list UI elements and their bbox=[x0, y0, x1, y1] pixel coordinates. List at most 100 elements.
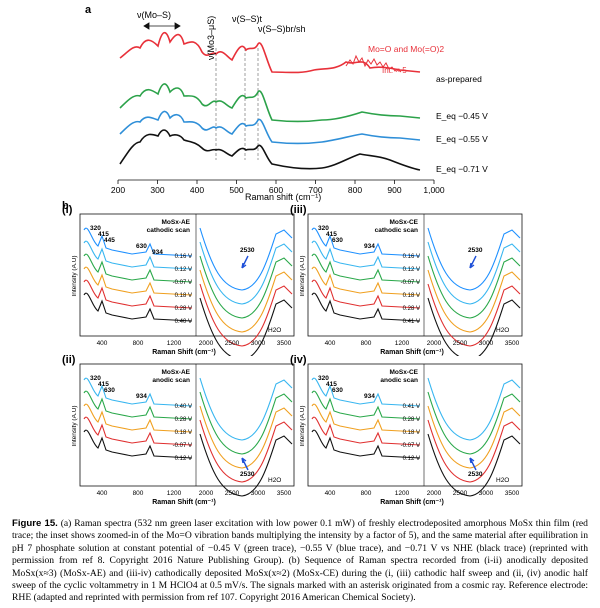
spectrum-left bbox=[311, 266, 421, 296]
potential-label: 0.28 V bbox=[403, 417, 420, 423]
trace-eq-055 bbox=[119, 110, 421, 145]
peak-label-s-s-t: ν(S–S)t bbox=[232, 14, 263, 24]
tick-label-right: 2500 bbox=[225, 340, 240, 347]
subpanel-subtitle: cathodic scan bbox=[375, 227, 418, 234]
trace-label-as-prepared: as-prepared bbox=[436, 74, 482, 84]
trace-eq-045 bbox=[119, 83, 421, 123]
subpanel-ylabel: Intensity (A.U) bbox=[72, 405, 78, 446]
subpanel-subtitle: anodic scan bbox=[380, 377, 418, 384]
subpanel-plot: 0.16 V 0.12 V -0.07 V 0.18 V 0.28 V 0.41 V 320… bbox=[299, 213, 523, 361]
subpanel-2: 0.40 V 0.28 V 0.18 V -0.07 V 0.12 V 320 415 630… bbox=[62, 354, 297, 506]
trace-label-071: E_eq −0.71 V bbox=[436, 164, 488, 174]
inset-label: Mo=O and Mo(=O)2 bbox=[368, 44, 445, 54]
potential-label: -0.07 V bbox=[173, 443, 192, 449]
potential-label: 0.16 V bbox=[175, 254, 192, 260]
spectrum-left bbox=[311, 240, 421, 270]
peak-label-mo-s: ν(Mo–S) bbox=[137, 10, 172, 20]
tick-label-right: 2500 bbox=[453, 340, 468, 347]
potential-label: 0.41 V bbox=[403, 404, 420, 410]
tick-label-left: 1200 bbox=[395, 340, 410, 347]
subpanel-title: MoSx-CE bbox=[389, 219, 418, 226]
peak-label: 320 bbox=[318, 375, 329, 382]
tick-label-right: 3000 bbox=[479, 490, 494, 497]
spectrum-right bbox=[427, 391, 521, 455]
tick-label-right: 3500 bbox=[505, 340, 520, 347]
subpanel-plot: 0.40 V 0.28 V 0.18 V -0.07 V 0.12 V 320415630… bbox=[71, 363, 295, 506]
potential-label: 0.12 V bbox=[403, 267, 420, 273]
peak-arrow-icon bbox=[469, 255, 477, 269]
panel-a-tick-label: 200 bbox=[111, 185, 125, 195]
tick-label-right: 2000 bbox=[427, 490, 442, 497]
potential-label: 0.28 V bbox=[175, 417, 192, 423]
panel-a-xlabel: Raman shift (cm⁻¹) bbox=[245, 192, 322, 202]
subpanel-id: (i) bbox=[62, 204, 73, 216]
spectrum-left bbox=[83, 279, 193, 309]
potential-label: -0.07 V bbox=[173, 280, 192, 286]
inset-trace bbox=[345, 54, 402, 73]
trace-label-055: E_eq −0.55 V bbox=[436, 134, 488, 144]
tick-label-right: 3000 bbox=[251, 340, 266, 347]
subpanel-xlabel: Raman Shift (cm⁻¹) bbox=[152, 499, 216, 506]
spectrum-left bbox=[83, 403, 193, 433]
subpanel-plot: 0.41 V 0.28 V 0.18 V -0.07 V 0.12 V 320415630… bbox=[299, 363, 523, 506]
spectrum-left bbox=[83, 253, 193, 283]
potential-label: 0.18 V bbox=[175, 293, 192, 299]
figure-letter-a: a bbox=[85, 4, 92, 16]
spectrum-right bbox=[199, 419, 293, 483]
peak-label: 415 bbox=[326, 231, 337, 238]
tick-label-left: 800 bbox=[361, 490, 372, 497]
spectrum-left bbox=[83, 292, 193, 322]
h2o-label: H2O bbox=[496, 477, 509, 484]
subpanel-3: 0.41 V 0.28 V 0.18 V -0.07 V 0.12 V 320 415 630… bbox=[290, 354, 525, 506]
tick-label-right: 3000 bbox=[251, 490, 266, 497]
potential-label: 0.18 V bbox=[403, 430, 420, 436]
spectrum-right bbox=[427, 419, 521, 483]
tick-label-right: 3500 bbox=[277, 340, 292, 347]
subpanel-1: 0.16 V 0.12 V -0.07 V 0.18 V 0.28 V 0.41 V 320… bbox=[290, 204, 525, 361]
peak-label: 415 bbox=[326, 381, 337, 388]
peak-arrow-icon bbox=[241, 255, 249, 269]
peak-label: 934 bbox=[364, 393, 375, 400]
figure-caption: Figure 15. (a) Raman spectra (532 nm gre… bbox=[12, 518, 588, 605]
subpanel-title: MoSx-AE bbox=[161, 219, 190, 226]
spectrum-left bbox=[83, 240, 193, 270]
peak-label: 630 bbox=[104, 387, 115, 394]
potential-label: 0.41 V bbox=[403, 319, 420, 325]
subpanel-title: MoSx-CE bbox=[389, 369, 418, 376]
potential-label: 0.28 V bbox=[403, 306, 420, 312]
tick-label-left: 400 bbox=[325, 340, 336, 347]
spectrum-left bbox=[311, 227, 421, 257]
subpanel-plot: 0.16 V 0.12 V -0.07 V 0.18 V 0.28 V 0.40 V 320… bbox=[71, 213, 295, 361]
potential-label: 0.12 V bbox=[175, 267, 192, 273]
peak-guide-lines bbox=[215, 48, 259, 160]
tick-label-left: 800 bbox=[133, 340, 144, 347]
h2o-label: H2O bbox=[496, 327, 509, 334]
peak-2530-label: 2530 bbox=[240, 247, 255, 254]
peak-label: 934 bbox=[152, 249, 163, 256]
spectrum-left bbox=[311, 403, 421, 433]
subpanel-ylabel: Intensity (A.U) bbox=[300, 255, 306, 296]
peak-2530-label: 2530 bbox=[468, 471, 483, 478]
mo-s-range-arrow bbox=[143, 22, 181, 30]
plot-frame bbox=[307, 363, 523, 487]
potential-label: -0.07 V bbox=[401, 443, 420, 449]
subpanel-ylabel: Intensity (A.U) bbox=[300, 405, 306, 446]
spectrum-left bbox=[83, 429, 193, 459]
spectrum-right bbox=[199, 405, 293, 469]
potential-label: 0.18 V bbox=[175, 430, 192, 436]
subpanel-id: (iii) bbox=[290, 204, 307, 216]
spectrum-right bbox=[199, 269, 293, 333]
spectrum-left bbox=[311, 416, 421, 446]
figure-letter-b: b bbox=[62, 200, 69, 212]
subpanel-id: (iv) bbox=[290, 354, 307, 366]
spectrum-right bbox=[199, 433, 293, 497]
peak-label-s-s-br: ν(S–S)br/sh bbox=[258, 24, 306, 34]
spectrum-right bbox=[427, 433, 521, 497]
spectrum-right bbox=[199, 391, 293, 455]
spectrum-right bbox=[427, 283, 521, 347]
spectrum-left bbox=[83, 227, 193, 257]
tick-label-left: 1200 bbox=[395, 490, 410, 497]
panel-a-tick-label: 900 bbox=[387, 185, 401, 195]
h2o-label: H2O bbox=[268, 477, 281, 484]
panel-a-tick-label: 600 bbox=[269, 185, 283, 195]
